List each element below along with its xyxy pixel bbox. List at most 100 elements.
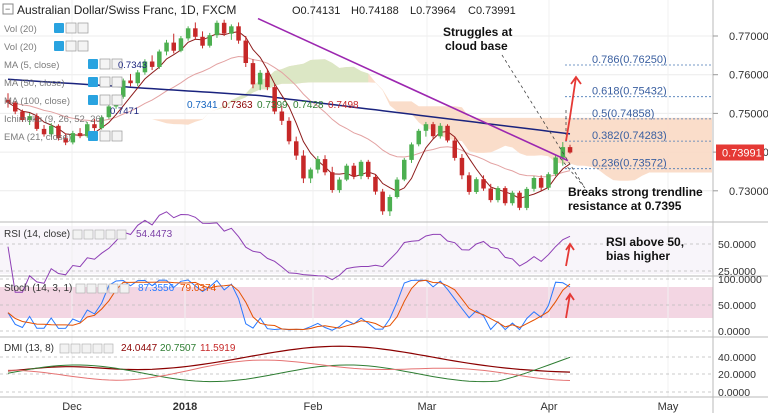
last-price-label: 0.73991 bbox=[722, 148, 762, 160]
chart-header: − Australian Dollar/Swiss Franc, 1D, FXC… bbox=[2, 3, 516, 17]
ichimoku-value: 0.7498 bbox=[328, 100, 359, 111]
ichimoku-value: 0.7428 bbox=[293, 100, 324, 111]
indicator-label: MA (5, close) bbox=[4, 60, 59, 71]
visibility-toggle-icon[interactable] bbox=[54, 23, 64, 33]
time-tick-label: Feb bbox=[304, 401, 323, 413]
settings-icon[interactable] bbox=[65, 40, 77, 52]
collapse-icon[interactable] bbox=[2, 3, 14, 15]
candle-body bbox=[257, 72, 263, 85]
candle-body bbox=[366, 161, 371, 177]
settings-icon[interactable] bbox=[65, 22, 77, 34]
candle-body bbox=[121, 80, 126, 97]
candle-body bbox=[308, 169, 313, 179]
settings-icon[interactable] bbox=[99, 94, 111, 106]
candle-body bbox=[373, 176, 378, 192]
panel-button-icon[interactable] bbox=[97, 283, 108, 294]
settings-icon[interactable] bbox=[99, 130, 111, 142]
settings-icon[interactable] bbox=[99, 76, 111, 88]
dmi-adx-line bbox=[7, 345, 571, 373]
price-tick-label: 0.73000 bbox=[729, 186, 768, 198]
visibility-toggle-icon[interactable] bbox=[54, 41, 64, 51]
panel-button-icon[interactable] bbox=[94, 229, 105, 240]
candle-body bbox=[402, 159, 407, 180]
panel-button-icon[interactable] bbox=[116, 229, 127, 240]
candle-body bbox=[63, 138, 68, 143]
last-price-box bbox=[716, 144, 764, 161]
panel-button-icon[interactable] bbox=[75, 283, 86, 294]
candle-body bbox=[229, 26, 234, 34]
fibonacci-levels: 0.786(0.76250) 0.618(0.75432) 0.5(0.74858)… bbox=[565, 54, 713, 170]
candle-body bbox=[142, 61, 148, 73]
last-price-tag: 0.73991 bbox=[716, 144, 764, 161]
settings-icon[interactable] bbox=[111, 58, 123, 70]
oscillator-tick-label: 0.0000 bbox=[718, 326, 750, 338]
candle-body bbox=[157, 51, 162, 67]
candle-body bbox=[546, 174, 551, 188]
stoch-buttons bbox=[75, 283, 130, 294]
settings-icon[interactable] bbox=[111, 76, 123, 88]
panel-button-icon[interactable] bbox=[108, 283, 119, 294]
dmi-label: DMI (13, 8) bbox=[4, 343, 54, 354]
candles bbox=[5, 19, 573, 216]
ohlc-low: L0.73964 bbox=[410, 5, 456, 17]
dmi-buttons bbox=[59, 343, 114, 354]
annotation-pointer bbox=[559, 157, 586, 189]
panel-button-icon[interactable] bbox=[92, 343, 103, 354]
visibility-toggle-icon[interactable] bbox=[88, 77, 98, 87]
fib-ray bbox=[501, 54, 584, 186]
indicator-legend: Vol (20) Vol (20) MA (5, close) 0.7343 MA (5… bbox=[4, 22, 147, 143]
bullish-arrow bbox=[565, 75, 582, 142]
price-tick-label: 0.77000 bbox=[729, 31, 768, 43]
dmi-panel[interactable] bbox=[0, 338, 713, 397]
annotation-trend-line2: resistance at 0.7395 bbox=[568, 199, 682, 213]
fib-label: 0.786(0.76250) bbox=[592, 54, 667, 66]
chart-title: Australian Dollar/Swiss Franc, 1D, FXCM bbox=[17, 3, 236, 17]
panel-button-icon[interactable] bbox=[86, 283, 97, 294]
indicator-label: MA (50, close) bbox=[4, 78, 65, 89]
visibility-toggle-icon[interactable] bbox=[88, 95, 98, 105]
candle-body bbox=[207, 35, 212, 46]
candle-body bbox=[337, 179, 342, 191]
panel-button-icon[interactable] bbox=[70, 343, 81, 354]
indicator-label: Vol (20) bbox=[4, 24, 37, 35]
settings-icon[interactable] bbox=[77, 22, 89, 34]
candle-body bbox=[185, 28, 191, 39]
rsi-legend: RSI (14, close) 54.4473 bbox=[4, 229, 173, 240]
panel-button-icon[interactable] bbox=[59, 343, 70, 354]
price-tick-label: 0.75000 bbox=[729, 108, 768, 120]
stoch-legend: Stoch (14, 3, 1) 87.3556 79.0374 bbox=[4, 283, 217, 294]
rsi-buttons bbox=[72, 229, 127, 240]
settings-icon[interactable] bbox=[99, 58, 111, 70]
panel-button-icon[interactable] bbox=[81, 343, 92, 354]
panel-button-icon[interactable] bbox=[105, 229, 116, 240]
time-tick-label: Apr bbox=[540, 401, 557, 413]
visibility-toggle-icon[interactable] bbox=[88, 59, 98, 69]
indicator-value: 0.7471 bbox=[110, 106, 139, 117]
indicator-label: Ichimoku (9, 26, 52, 26) bbox=[4, 114, 104, 125]
ohlc-open: O0.74131 bbox=[292, 5, 340, 17]
time-axis[interactable]: Dec 2018 Feb Mar Apr May bbox=[62, 401, 679, 413]
fib-label: 0.382(0.74283) bbox=[592, 130, 667, 142]
settings-icon[interactable] bbox=[111, 130, 123, 142]
candle-body bbox=[135, 72, 140, 84]
dmi-plus-value: 20.7507 bbox=[160, 343, 197, 354]
candle-body bbox=[193, 28, 198, 37]
candle-body bbox=[41, 128, 47, 135]
candle-body bbox=[380, 191, 385, 212]
panel-button-icon[interactable] bbox=[119, 283, 130, 294]
candle-body bbox=[423, 124, 429, 131]
panel-button-icon[interactable] bbox=[72, 229, 83, 240]
trendline[interactable] bbox=[257, 17, 569, 162]
visibility-toggle-icon[interactable] bbox=[88, 131, 98, 141]
oscillator-tick-label: 40.0000 bbox=[718, 352, 756, 364]
panel-button-icon[interactable] bbox=[83, 229, 94, 240]
settings-icon[interactable] bbox=[77, 40, 89, 52]
indicator-label: Vol (20) bbox=[4, 42, 37, 53]
settings-icon[interactable] bbox=[111, 94, 123, 106]
time-tick-label: Dec bbox=[62, 401, 82, 413]
panel-button-icon[interactable] bbox=[103, 343, 114, 354]
candle-body bbox=[387, 197, 393, 212]
